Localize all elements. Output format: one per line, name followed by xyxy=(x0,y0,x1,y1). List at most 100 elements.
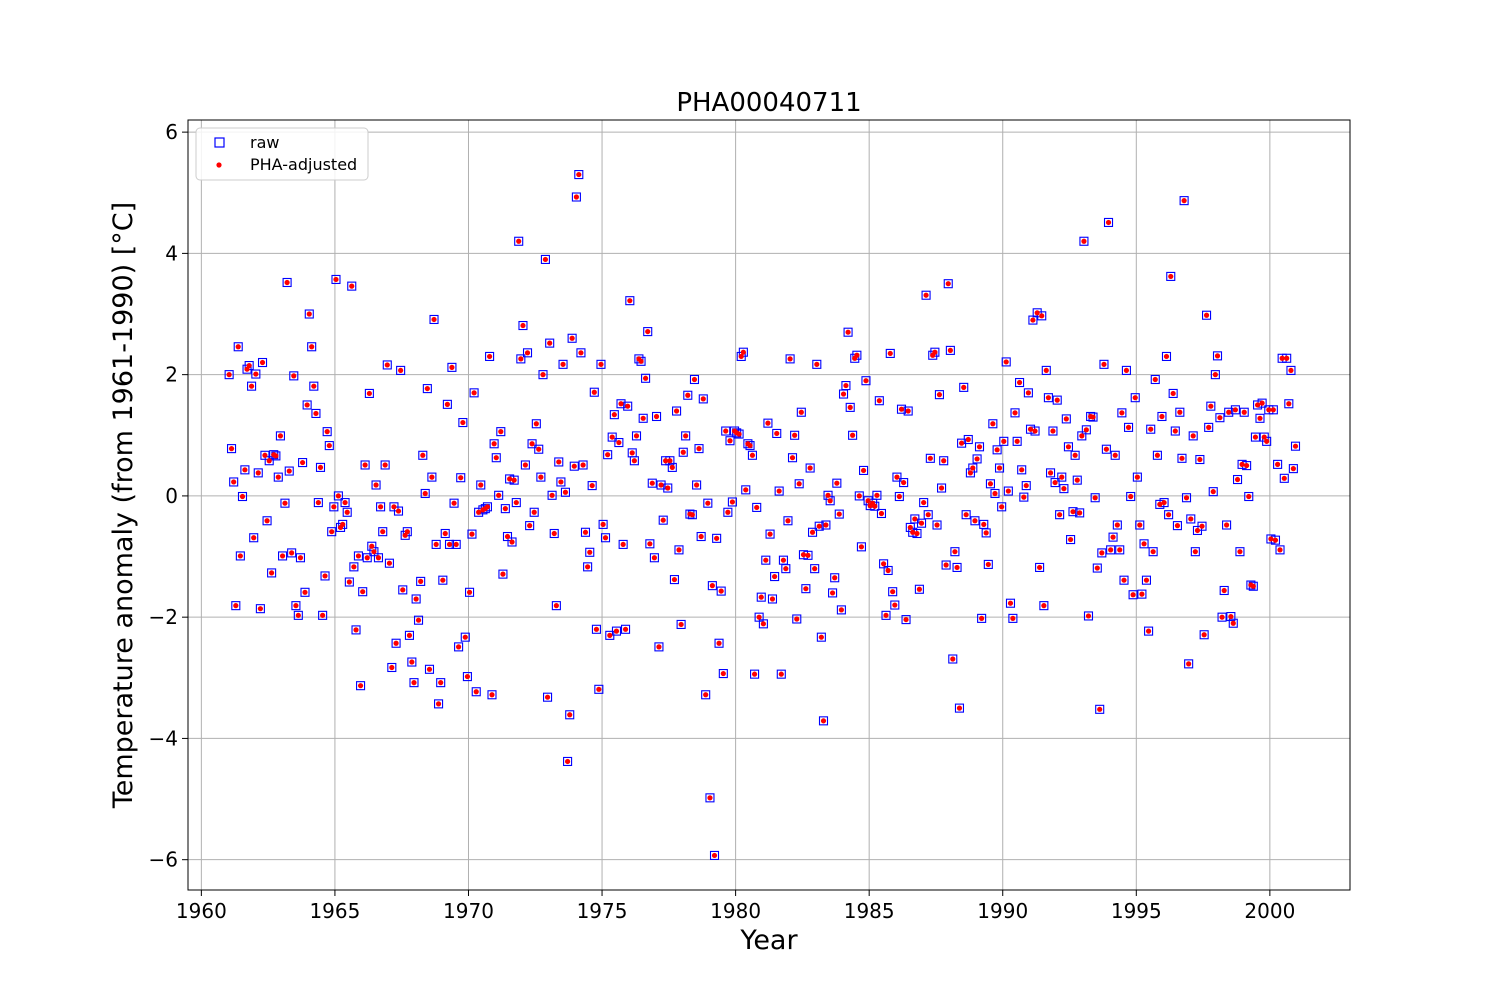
pha-adjusted-point xyxy=(589,482,595,489)
raw-point xyxy=(828,588,838,598)
pha-adjusted-point xyxy=(1212,372,1218,378)
raw-point xyxy=(287,548,297,558)
pha-adjusted-point xyxy=(373,482,379,488)
raw-point xyxy=(318,610,328,620)
raw-point xyxy=(1137,589,1147,599)
raw-point xyxy=(1141,575,1151,585)
pha-adjusted-point xyxy=(431,316,437,323)
raw-point xyxy=(832,478,842,488)
pha-adjusted-point xyxy=(1226,409,1232,415)
pha-adjusted-point xyxy=(638,358,644,364)
pha-adjusted-point xyxy=(598,361,604,367)
pha-adjusted-point xyxy=(342,499,348,506)
raw-point xyxy=(1037,311,1047,321)
raw-point xyxy=(959,382,969,392)
pha-adjusted-point xyxy=(582,529,589,535)
pha-adjusted-point xyxy=(587,549,593,555)
pha-adjusted-point xyxy=(498,429,504,435)
legend-label-pha-adjusted: PHA-adjusted xyxy=(250,155,357,174)
pha-adjusted-point xyxy=(585,564,591,570)
raw-point xyxy=(1235,547,1245,557)
pha-adjusted-point xyxy=(718,588,724,594)
pha-adjusted-point xyxy=(863,378,869,384)
pha-adjusted-point xyxy=(360,589,366,595)
raw-point xyxy=(723,507,733,517)
raw-point xyxy=(1112,520,1122,530)
pha-adjusted-point xyxy=(322,573,328,579)
pha-adjusted-point xyxy=(714,535,720,541)
raw-point xyxy=(1152,450,1162,460)
raw-point xyxy=(916,518,927,528)
raw-point xyxy=(387,662,397,673)
pha-adjusted-point xyxy=(923,292,929,298)
pha-adjusted-point xyxy=(1101,361,1107,367)
raw-point xyxy=(698,394,708,404)
raw-point xyxy=(525,521,535,531)
pha-adjusted-point xyxy=(1172,428,1178,434)
pha-adjusted-point xyxy=(320,612,326,618)
raw-point xyxy=(322,427,332,437)
pha-adjusted-point xyxy=(544,694,551,700)
raw-point xyxy=(376,502,386,512)
raw-point xyxy=(536,472,546,482)
raw-point xyxy=(1212,351,1223,361)
pha-adjusted-point xyxy=(787,356,793,362)
pha-adjusted-point xyxy=(1059,474,1065,480)
raw-point xyxy=(1101,444,1111,454)
pha-adjusted-point xyxy=(1121,577,1127,583)
pha-adjusted-point xyxy=(248,383,255,389)
raw-point xyxy=(645,539,655,549)
raw-point xyxy=(471,687,481,697)
raw-point xyxy=(304,309,314,319)
pha-adjusted-point xyxy=(1259,400,1265,406)
raw-point xyxy=(1012,436,1022,446)
raw-point xyxy=(442,399,452,409)
pha-adjusted-point xyxy=(691,376,698,383)
raw-point xyxy=(845,402,855,412)
raw-point xyxy=(663,483,673,493)
pha-adjusted-point xyxy=(785,518,791,524)
raw-point xyxy=(295,553,306,563)
raw-point xyxy=(1188,431,1198,441)
raw-point xyxy=(1117,408,1127,418)
raw-point xyxy=(1202,310,1212,320)
pha-adjusted-point xyxy=(720,670,726,677)
pha-adjusted-point xyxy=(992,490,998,497)
pha-adjusted-point xyxy=(794,616,800,622)
pha-adjusted-point xyxy=(1268,536,1274,542)
pha-adjusted-point xyxy=(518,356,524,362)
raw-point xyxy=(235,551,245,561)
y-tick-label: −2 xyxy=(149,605,178,629)
pha-adjusted-point xyxy=(1036,564,1043,571)
pha-adjusted-point xyxy=(449,364,455,370)
raw-point xyxy=(485,351,495,362)
raw-point xyxy=(843,327,853,337)
pha-adjusted-point xyxy=(874,492,880,498)
pha-adjusted-point xyxy=(340,521,346,528)
pha-adjusted-point xyxy=(607,632,613,638)
raw-point xyxy=(358,587,368,597)
raw-point xyxy=(925,453,935,463)
raw-point xyxy=(678,447,688,457)
pha-adjusted-point xyxy=(366,390,372,397)
raw-point xyxy=(647,478,657,488)
pha-adjusted-point xyxy=(776,488,782,494)
raw-point xyxy=(1239,407,1249,417)
raw-point xyxy=(396,365,406,375)
raw-point xyxy=(990,488,1000,499)
raw-point xyxy=(1164,510,1174,520)
raw-point xyxy=(765,529,775,539)
pha-adjusted-point xyxy=(259,359,266,366)
pha-adjusted-point xyxy=(847,404,853,410)
pha-adjusted-point xyxy=(1206,424,1212,430)
pha-adjusted-point xyxy=(1261,434,1267,440)
raw-point xyxy=(816,632,826,642)
raw-point xyxy=(398,585,408,595)
pha-adjusted-point xyxy=(905,408,911,414)
raw-point xyxy=(482,502,492,512)
raw-point xyxy=(496,427,506,437)
pha-adjusted-point xyxy=(660,517,666,523)
raw-point xyxy=(1230,405,1240,415)
raw-point xyxy=(596,359,606,369)
pha-adjusted-point xyxy=(239,493,246,500)
